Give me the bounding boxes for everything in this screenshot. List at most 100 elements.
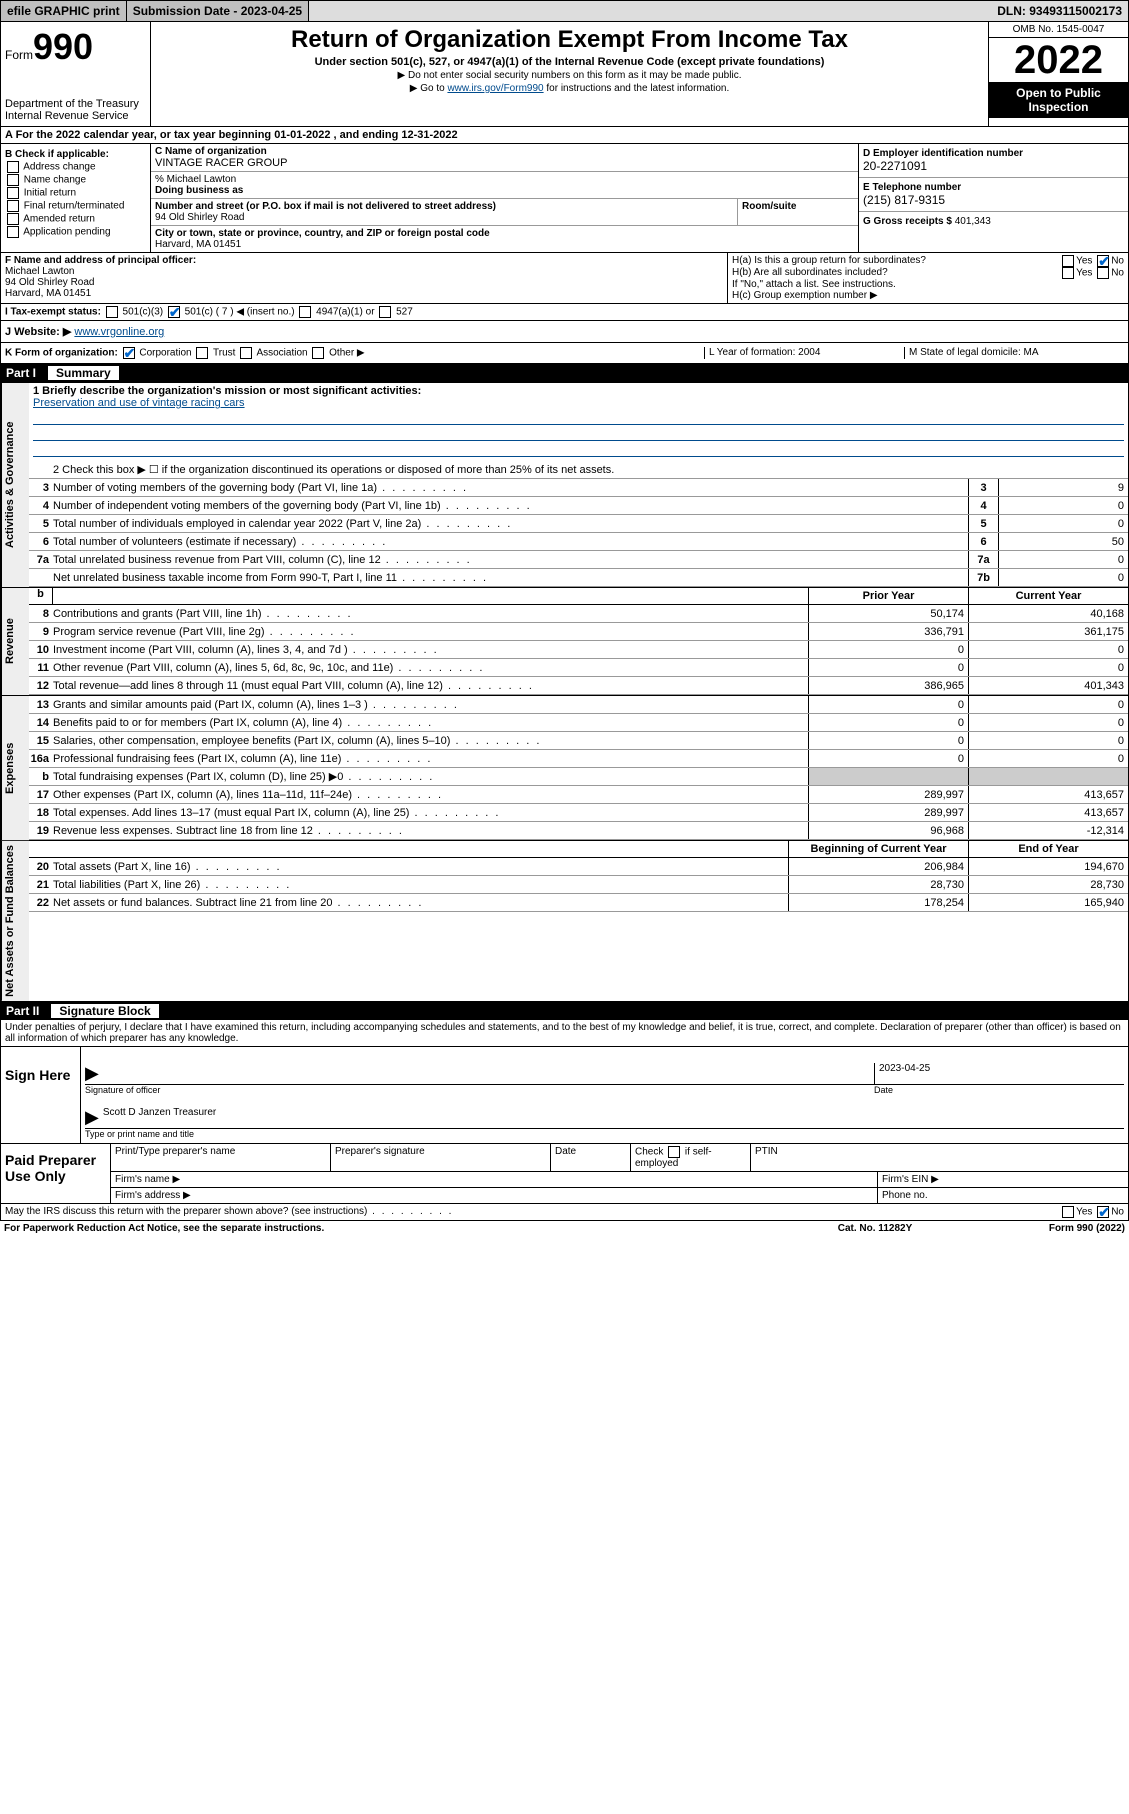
table-row: 17Other expenses (Part IX, column (A), l… xyxy=(29,786,1128,804)
firm-addr-label: Firm's address ▶ xyxy=(111,1188,878,1203)
signature-field[interactable] xyxy=(103,1063,874,1084)
tel-label: E Telephone number xyxy=(863,182,1124,193)
table-row: bTotal fundraising expenses (Part IX, co… xyxy=(29,768,1128,786)
topbar: efile GRAPHIC print Submission Date - 20… xyxy=(0,0,1129,22)
sign-date: 2023-04-25 xyxy=(874,1063,1124,1084)
addr-label: Number and street (or P.O. box if mail i… xyxy=(155,201,733,212)
ein-label: D Employer identification number xyxy=(863,148,1124,159)
chk-address-change[interactable] xyxy=(7,161,19,173)
chk-amended[interactable] xyxy=(7,213,19,225)
ha-yes[interactable] xyxy=(1062,255,1074,267)
chk-501c3[interactable] xyxy=(106,306,118,318)
preparer-name-label: Print/Type preparer's name xyxy=(111,1144,331,1171)
preparer-date-label: Date xyxy=(551,1144,631,1171)
org-info-block: B Check if applicable: Address change Na… xyxy=(0,144,1129,253)
table-row: 21Total liabilities (Part X, line 26)28,… xyxy=(29,876,1128,894)
discuss-yes[interactable] xyxy=(1062,1206,1074,1218)
chk-final-return[interactable] xyxy=(7,200,19,212)
irs-link[interactable]: www.irs.gov/Form990 xyxy=(447,83,543,94)
city-state-zip: Harvard, MA 01451 xyxy=(155,239,854,250)
mission-text[interactable]: Preservation and use of vintage racing c… xyxy=(33,397,245,409)
chk-other[interactable] xyxy=(312,347,324,359)
hb-no[interactable] xyxy=(1097,267,1109,279)
gross-value: 401,343 xyxy=(955,216,991,227)
gross-label: G Gross receipts $ xyxy=(863,216,952,227)
dept-treasury: Department of the Treasury xyxy=(5,98,146,110)
date-label: Date xyxy=(874,1085,1124,1095)
form-title: Return of Organization Exempt From Incom… xyxy=(155,26,984,54)
care-of: % Michael Lawton xyxy=(155,174,854,185)
form-word: Form xyxy=(5,48,33,62)
submission-date: Submission Date - 2023-04-25 xyxy=(127,1,309,21)
table-row: 8Contributions and grants (Part VIII, li… xyxy=(29,605,1128,623)
form-number: 990 xyxy=(33,26,93,67)
hb-note: If "No," attach a list. See instructions… xyxy=(732,279,1124,290)
chk-name-change[interactable] xyxy=(7,174,19,186)
perjury-declaration: Under penalties of perjury, I declare th… xyxy=(0,1020,1129,1047)
tax-year: 2022 xyxy=(989,38,1128,82)
col-b-checkboxes: B Check if applicable: Address change Na… xyxy=(1,144,151,252)
vtab-revenue: Revenue xyxy=(1,588,29,695)
table-row: 14Benefits paid to or for members (Part … xyxy=(29,714,1128,732)
room-label: Room/suite xyxy=(742,201,854,212)
chk-corp[interactable] xyxy=(123,347,135,359)
table-row: 22Net assets or fund balances. Subtract … xyxy=(29,894,1128,912)
city-label: City or town, state or province, country… xyxy=(155,228,854,239)
irs-label: Internal Revenue Service xyxy=(5,110,146,122)
section-revenue: Revenue b Prior Year Current Year 8Contr… xyxy=(0,588,1129,696)
chk-initial-return[interactable] xyxy=(7,187,19,199)
street-address: 94 Old Shirley Road xyxy=(155,212,733,223)
table-row: 15Salaries, other compensation, employee… xyxy=(29,732,1128,750)
website-link[interactable]: www.vrgonline.org xyxy=(74,326,164,338)
end-year-hdr: End of Year xyxy=(968,841,1128,857)
paid-preparer-block: Paid Preparer Use Only Print/Type prepar… xyxy=(0,1144,1129,1204)
tel-value: (215) 817-9315 xyxy=(863,193,1124,207)
table-row: Net unrelated business taxable income fr… xyxy=(29,569,1128,587)
sig-label: Signature of officer xyxy=(85,1085,874,1095)
chk-self-employed[interactable] xyxy=(668,1146,680,1158)
org-name-label: C Name of organization xyxy=(155,146,854,157)
chk-app-pending[interactable] xyxy=(7,226,19,238)
sign-here-label: Sign Here xyxy=(1,1047,81,1143)
table-row: 20Total assets (Part X, line 16)206,9841… xyxy=(29,858,1128,876)
firm-name-label: Firm's name ▶ xyxy=(111,1172,878,1187)
table-row: 7aTotal unrelated business revenue from … xyxy=(29,551,1128,569)
table-row: 13Grants and similar amounts paid (Part … xyxy=(29,696,1128,714)
form-footer: Form 990 (2022) xyxy=(975,1223,1125,1234)
chk-4947[interactable] xyxy=(299,306,311,318)
ha-no[interactable] xyxy=(1097,255,1109,267)
chk-527[interactable] xyxy=(379,306,391,318)
dln: DLN: 93493115002173 xyxy=(991,1,1128,21)
name-title-label: Type or print name and title xyxy=(85,1129,1124,1139)
row-i-tax-status: I Tax-exempt status: 501(c)(3) 501(c) ( … xyxy=(0,304,1129,321)
chk-trust[interactable] xyxy=(196,347,208,359)
table-row: 12Total revenue—add lines 8 through 11 (… xyxy=(29,677,1128,695)
cat-number: Cat. No. 11282Y xyxy=(775,1223,975,1234)
table-row: 10Investment income (Part VIII, column (… xyxy=(29,641,1128,659)
header-line2: ▶ Go to www.irs.gov/Form990 for instruct… xyxy=(155,83,984,94)
signer-name: Scott D Janzen Treasurer xyxy=(103,1107,1124,1128)
omb-number: OMB No. 1545-0047 xyxy=(989,22,1128,38)
section-governance: Activities & Governance 1 Briefly descri… xyxy=(0,382,1129,588)
current-year-hdr: Current Year xyxy=(968,588,1128,604)
table-row: 16aProfessional fundraising fees (Part I… xyxy=(29,750,1128,768)
dba-label: Doing business as xyxy=(155,185,854,196)
open-inspection: Open to Public Inspection xyxy=(989,82,1128,118)
phone-label: Phone no. xyxy=(878,1188,1128,1203)
begin-year-hdr: Beginning of Current Year xyxy=(788,841,968,857)
q2-text: 2 Check this box ▶ ☐ if the organization… xyxy=(53,461,1128,478)
hc-label: H(c) Group exemption number ▶ xyxy=(732,290,1124,301)
table-row: 3Number of voting members of the governi… xyxy=(29,479,1128,497)
vtab-expenses: Expenses xyxy=(1,696,29,840)
sign-arrow-icon: ▶ xyxy=(85,1063,99,1084)
hb-yes[interactable] xyxy=(1062,267,1074,279)
table-row: 18Total expenses. Add lines 13–17 (must … xyxy=(29,804,1128,822)
chk-501c[interactable] xyxy=(168,306,180,318)
efile-btn[interactable]: efile GRAPHIC print xyxy=(1,1,127,21)
sign-arrow-icon-2: ▶ xyxy=(85,1107,99,1128)
year-formation: L Year of formation: 2004 xyxy=(704,347,904,359)
discuss-no[interactable] xyxy=(1097,1206,1109,1218)
officer-addr2: Harvard, MA 01451 xyxy=(5,288,723,299)
table-row: 5Total number of individuals employed in… xyxy=(29,515,1128,533)
chk-assoc[interactable] xyxy=(240,347,252,359)
